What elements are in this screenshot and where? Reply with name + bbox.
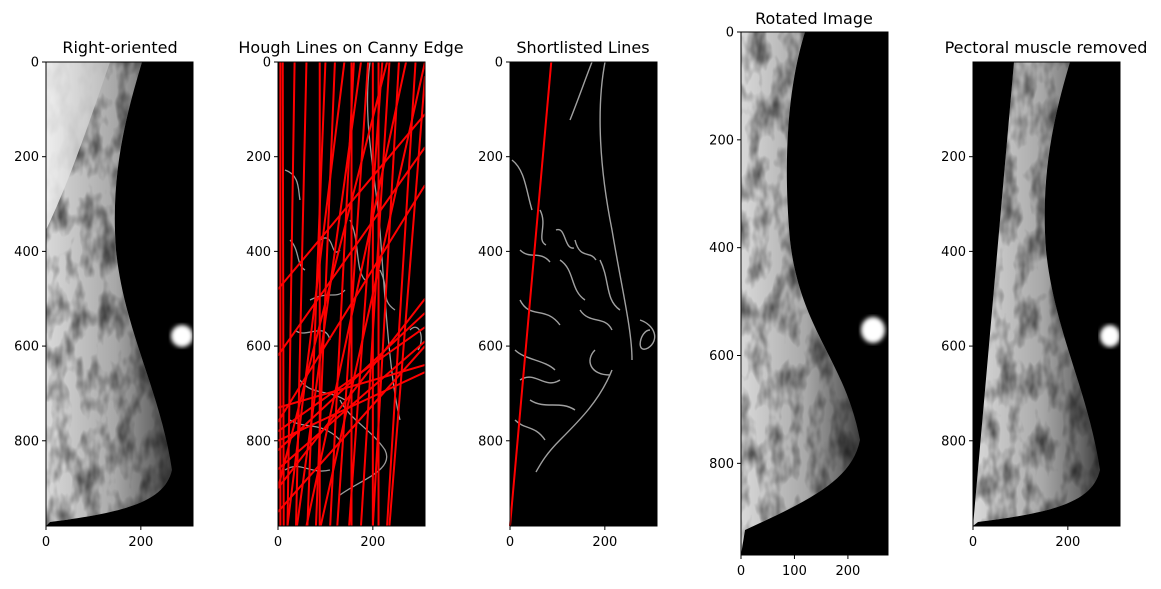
y-tick-label: 200 (941, 150, 966, 165)
axes-frame (972, 61, 1121, 527)
y-tick-label: 400 (709, 241, 734, 256)
y-axis: 0 200 400 600 800 (14, 56, 46, 449)
y-tick-label: 400 (478, 245, 503, 260)
hough-line (281, 62, 285, 526)
x-axis: 0 200 (274, 526, 385, 550)
tissue-texture (46, 62, 172, 526)
hough-line (305, 62, 408, 526)
panel-title: Pectoral muscle removed (945, 38, 1148, 57)
x-tick-label: 0 (42, 535, 50, 550)
tissue-texture (741, 32, 860, 555)
axes-frame (509, 61, 658, 527)
x-tick-label: 100 (782, 564, 807, 579)
hough-line (359, 62, 391, 526)
hough-line (386, 62, 417, 526)
hough-line (278, 146, 425, 357)
y-tick-label: 0 (726, 26, 734, 41)
x-tick-label: 200 (128, 535, 153, 550)
axes-frame (45, 61, 194, 527)
x-axis: 0 200 (506, 526, 617, 550)
hough-lines (278, 62, 425, 526)
panel-title: Rotated Image (755, 9, 873, 28)
hough-line (295, 62, 362, 526)
y-tick-label: 0 (31, 56, 39, 71)
hough-line (336, 62, 370, 526)
hough-line (278, 312, 425, 451)
x-tick-label: 200 (835, 564, 860, 579)
y-tick-label: 800 (941, 434, 966, 449)
y-tick-label: 800 (709, 457, 734, 472)
x-tick-label: 0 (737, 564, 745, 579)
hough-line (388, 76, 425, 526)
y-tick-label: 600 (14, 340, 39, 355)
x-tick-label: 200 (360, 535, 385, 550)
y-tick-label: 200 (246, 150, 271, 165)
y-tick-label: 400 (941, 245, 966, 260)
panel-right-oriented: Right-oriented 0 200 400 600 800 0 200 (14, 38, 194, 550)
hough-line (371, 62, 400, 526)
panel-title: Right-oriented (62, 38, 177, 57)
y-tick-label: 400 (14, 245, 39, 260)
hough-line (278, 184, 425, 423)
x-axis: 0 200 (969, 526, 1080, 550)
hough-line (278, 340, 425, 470)
axes-frame (740, 31, 889, 556)
x-axis: 0 100 200 (737, 555, 860, 579)
selected-line (509, 61, 553, 527)
y-tick-label: 600 (709, 349, 734, 364)
x-tick-label: 200 (1055, 535, 1080, 550)
x-tick-label: 0 (969, 535, 977, 550)
nipple-marker (171, 325, 193, 347)
pectoral-muscle (46, 62, 110, 230)
canny-edges (511, 61, 656, 473)
panel-hough-lines: Hough Lines on Canny Edge 0200400600800 … (238, 38, 463, 550)
y-tick-label: 200 (709, 133, 734, 148)
y-tick-label: 200 (14, 150, 39, 165)
x-tick-label: 0 (274, 535, 282, 550)
x-tick-label: 0 (506, 535, 514, 550)
nipple-marker (861, 317, 885, 343)
hough-line (286, 62, 346, 526)
hough-line (348, 62, 384, 526)
y-axis: 200 400 600 800 (941, 150, 973, 449)
hough-line (319, 62, 425, 526)
x-tick-label: 200 (592, 535, 617, 550)
y-tick-label: 0 (495, 56, 503, 71)
y-tick-label: 800 (246, 434, 271, 449)
y-tick-label: 600 (246, 340, 271, 355)
nipple-marker (1100, 325, 1120, 347)
y-tick-label: 800 (14, 434, 39, 449)
panel-title: Shortlisted Lines (516, 38, 649, 57)
panel-title: Hough Lines on Canny Edge (238, 38, 463, 57)
panel-pectoral-removed: Pectoral muscle removed 200 400 600 800 0 20… (941, 38, 1147, 550)
axes-frame (277, 61, 426, 527)
hough-line (278, 326, 425, 433)
y-axis: 0 200 400 600 800 (478, 56, 510, 449)
y-tick-label: 0 (263, 56, 271, 71)
y-tick-label: 600 (478, 340, 503, 355)
y-tick-label: 200 (478, 150, 503, 165)
panel-shortlisted-lines: Shortlisted Lines 0 200 400 600 800 0 200 (478, 38, 658, 550)
y-tick-label: 800 (478, 434, 503, 449)
y-tick-label: 400 (246, 245, 271, 260)
tissue-texture (973, 62, 1100, 526)
panel-rotated-image: Rotated Image 0 200 400 600 800 0 100 200 (709, 9, 889, 579)
y-axis: 0 200 400 600 800 (709, 26, 741, 472)
x-axis: 0 200 (42, 526, 153, 550)
image-background (510, 62, 657, 526)
y-tick-label: 600 (941, 340, 966, 355)
hough-line (278, 371, 425, 442)
y-axis: 0 200 400 600 800 (246, 56, 278, 449)
